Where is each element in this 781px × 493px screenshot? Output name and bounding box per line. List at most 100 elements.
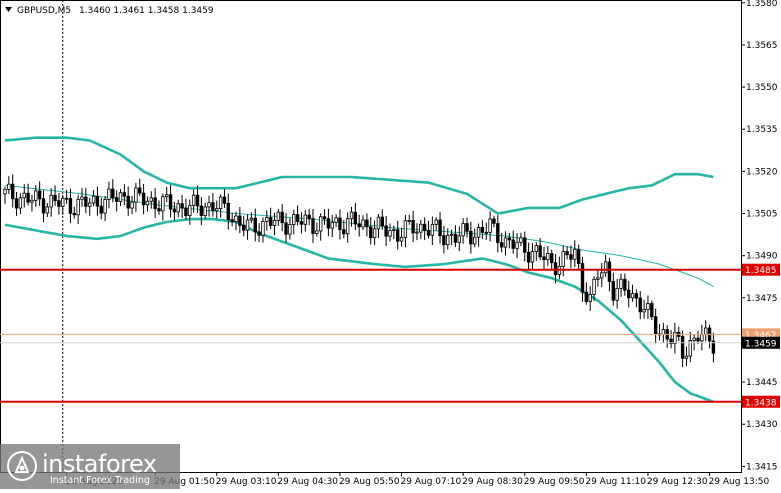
candle	[10, 174, 15, 208]
candle	[538, 238, 542, 261]
candle	[80, 187, 84, 207]
price-tick-label: 1.3475	[746, 294, 778, 304]
candle-body	[184, 207, 188, 217]
candle-body	[588, 294, 592, 302]
candle-body	[688, 340, 692, 357]
candle-body	[542, 256, 546, 261]
candle-body	[253, 217, 257, 233]
candle	[230, 212, 234, 227]
logo-brand: instaforex	[42, 450, 157, 478]
candle	[399, 227, 404, 247]
chart-header: GBPUSD,M5 1.3460 1.3461 1.3458 1.3459	[17, 6, 214, 16]
candle	[615, 278, 619, 309]
price-line-tag-text: 1.3462	[745, 331, 777, 341]
candle	[342, 219, 346, 239]
candle	[114, 190, 119, 212]
candle	[145, 196, 150, 212]
candle-body	[607, 261, 612, 282]
candle	[99, 197, 103, 220]
candle-body	[111, 188, 115, 199]
candle	[488, 211, 492, 242]
candle	[457, 226, 461, 252]
candle	[407, 214, 411, 225]
candle	[526, 242, 531, 270]
time-tick-label: 29 Aug 08:30	[462, 477, 523, 487]
candle-body	[188, 204, 192, 217]
candle	[176, 199, 180, 218]
candle	[650, 300, 654, 320]
candle-body	[561, 251, 565, 267]
candle-body	[126, 195, 130, 209]
candle-body	[650, 303, 654, 318]
candle	[138, 178, 142, 197]
candle	[330, 214, 334, 237]
candle-body	[538, 245, 542, 258]
candle-body	[596, 277, 600, 280]
candle-body	[611, 281, 615, 301]
candle	[511, 230, 515, 254]
candle	[203, 202, 207, 219]
candle-body	[37, 190, 42, 200]
candle-body	[249, 217, 254, 221]
candle-body	[415, 231, 419, 234]
candle	[41, 190, 46, 223]
candle-body	[488, 218, 492, 233]
candle-body	[191, 194, 196, 206]
price-tick-label: 1.3415	[746, 462, 778, 472]
candle	[492, 215, 496, 228]
candle-body	[392, 229, 396, 232]
candle-body	[288, 224, 292, 235]
candle-body	[576, 248, 581, 264]
candle-body	[245, 219, 250, 231]
candle-body	[330, 221, 334, 229]
collapse-triangle-icon[interactable]	[5, 7, 12, 12]
candle	[596, 270, 600, 287]
price-tick-label: 1.3535	[746, 125, 778, 135]
time-tick-label: 29 Aug 07:10	[401, 477, 462, 487]
candle	[284, 213, 288, 243]
candle	[207, 195, 211, 217]
candle-body	[603, 261, 608, 274]
candle	[30, 194, 34, 212]
candle	[22, 184, 26, 208]
candle-body	[499, 242, 504, 248]
candle-body	[684, 355, 689, 359]
horizontal-levels	[0, 268, 741, 403]
price-tick-label: 1.3505	[746, 210, 778, 220]
candle-body	[195, 194, 200, 207]
price-tick-label: 1.3580	[746, 0, 778, 9]
ohlc-readout: 1.3460 1.3461 1.3458 1.3459	[79, 6, 214, 16]
candle	[34, 185, 38, 208]
candle-body	[507, 237, 512, 241]
candle-body	[22, 192, 26, 199]
symbol-label: GBPUSD,M5	[17, 6, 71, 16]
candle	[326, 208, 331, 237]
candle-body	[315, 230, 319, 234]
candle	[222, 188, 227, 209]
candle-body	[45, 206, 50, 214]
price-axis: 1.3580 1.3565 1.3550 1.3535 1.3520 1.3505 1.34…	[741, 0, 780, 472]
candle-body	[99, 205, 103, 214]
candle-body	[268, 217, 273, 226]
candle-body	[149, 197, 153, 202]
candle	[469, 221, 473, 254]
candle	[692, 334, 696, 351]
candle	[472, 228, 477, 248]
candle	[261, 217, 265, 243]
candle-body	[318, 216, 323, 232]
candle-body	[280, 211, 284, 224]
candle-body	[553, 262, 558, 275]
candle	[303, 209, 307, 232]
candle	[195, 185, 200, 213]
candle	[168, 184, 173, 218]
candle-body	[307, 214, 311, 220]
candle	[588, 286, 592, 311]
candle-body	[207, 202, 211, 208]
candle-body	[134, 187, 138, 203]
candle-body	[573, 248, 577, 260]
candle-body	[565, 251, 569, 256]
candle-body	[215, 208, 219, 211]
candle	[422, 217, 427, 241]
